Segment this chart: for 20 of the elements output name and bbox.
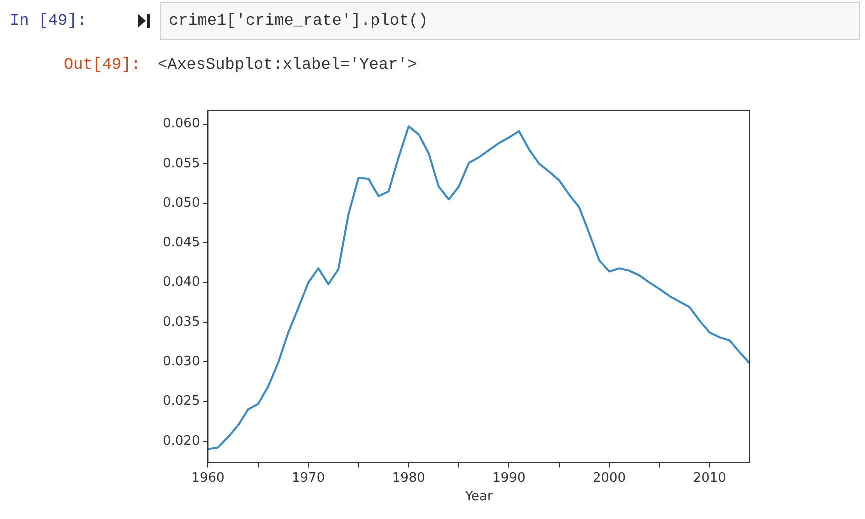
- y-tick-label: 0.030: [163, 354, 200, 370]
- x-axis-title: Year: [464, 490, 494, 505]
- y-tick-label: 0.060: [163, 116, 200, 132]
- y-tick-label: 0.020: [163, 434, 200, 449]
- y-tick-label: 0.025: [163, 394, 200, 410]
- y-tick-label: 0.045: [163, 236, 200, 251]
- y-tick-label: 0.050: [163, 196, 200, 211]
- x-tick-label: 2000: [592, 470, 626, 486]
- x-tick-label: 1960: [192, 470, 225, 486]
- text: Out[49]:: [64, 56, 141, 74]
- x-tick-label: 2010: [693, 470, 726, 486]
- x-tick-label: 1990: [492, 470, 526, 486]
- text: In [49]:: [10, 12, 87, 30]
- x-tick-label: 1980: [392, 470, 426, 486]
- y-tick-label: 0.035: [163, 314, 200, 330]
- text: crime1['crime_rate'].plot(): [160, 2, 860, 40]
- y-tick-label: 0.055: [163, 156, 200, 172]
- text: <AxesSubplot:xlabel='Year'>: [158, 56, 418, 74]
- x-tick-label: 1970: [292, 470, 326, 486]
- y-tick-label: 0.040: [163, 275, 200, 290]
